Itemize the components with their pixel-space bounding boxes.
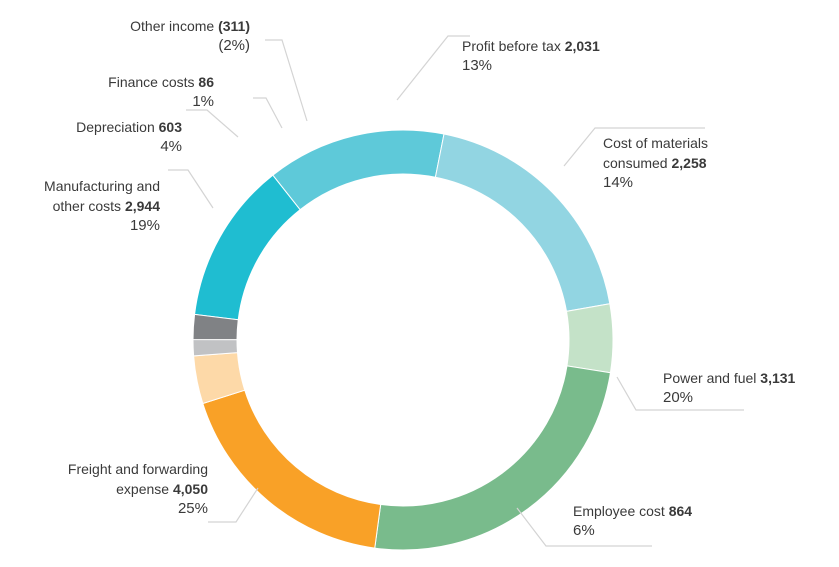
label-employee-value: 864 (668, 503, 693, 519)
label-power-name: Power and fuel (663, 370, 757, 386)
slice-manufacturing-and-other-costs (202, 389, 382, 549)
label-other-income-percent: (2%) (218, 37, 250, 54)
leader-line-cost-of-materials (563, 127, 705, 167)
leader-lines (168, 35, 744, 547)
label-freight-line1: Freight and forwarding (67, 461, 208, 477)
label-finance-costs-percent: 1% (192, 93, 214, 110)
leader-line-manufacturing (168, 169, 214, 209)
label-profit-before-tax: Profit before tax 2,031 13% (462, 36, 600, 76)
label-depreciation: Depreciation 603 4% (40, 117, 182, 157)
slice-cost-of-materials-consumed (272, 129, 445, 211)
label-employee-name: Employee cost (573, 503, 665, 519)
label-cost-of-materials: Cost of materials consumed 2,258 14% (603, 133, 708, 193)
label-freight-value: 4,050 (172, 481, 208, 497)
slice-profit-before-tax (194, 174, 301, 321)
donut-slices (192, 129, 614, 551)
label-manufacturing-line2: other costs (52, 198, 122, 214)
label-profit-name: Profit before tax (462, 38, 561, 54)
label-other-income-name: Other income (130, 18, 215, 34)
slice-employee-cost (565, 303, 614, 374)
leader-line-power-and-fuel (616, 376, 744, 411)
label-depreciation-name: Depreciation (76, 119, 155, 135)
label-manufacturing: Manufacturing and other costs 2,944 19% (10, 176, 160, 236)
label-depreciation-value: 603 (158, 119, 182, 135)
label-materials-line2: consumed (603, 155, 668, 171)
label-employee-percent: 6% (573, 522, 595, 539)
label-manufacturing-percent: 19% (129, 217, 160, 234)
label-freight-line2: expense (116, 481, 170, 497)
slice-finance-costs (192, 339, 239, 357)
leader-line-depreciation (186, 109, 239, 138)
label-materials-percent: 14% (603, 174, 634, 191)
label-manufacturing-line1: Manufacturing and (44, 178, 160, 194)
label-materials-line1: Cost of materials (603, 135, 709, 151)
label-profit-percent: 13% (462, 57, 493, 74)
label-freight-percent: 25% (177, 500, 208, 517)
slice-power-and-fuel (434, 133, 611, 312)
leader-line-other-income (265, 39, 308, 122)
label-freight: Freight and forwarding expense 4,050 25% (20, 459, 208, 519)
label-materials-value: 2,258 (671, 155, 707, 171)
label-finance-costs: Finance costs 86 1% (80, 72, 214, 112)
label-employee-cost: Employee cost 864 6% (573, 501, 692, 541)
label-profit-value: 2,031 (564, 38, 600, 54)
label-power-and-fuel: Power and fuel 3,131 20% (663, 368, 795, 408)
label-manufacturing-value: 2,944 (124, 198, 160, 214)
label-other-income: Other income (311) (2%) (98, 16, 250, 56)
leader-line-freight (208, 487, 259, 523)
leader-line-profit-before-tax (396, 35, 470, 101)
label-power-value: 3,131 (760, 370, 796, 386)
leader-line-finance-costs (253, 97, 283, 129)
label-finance-costs-name: Finance costs (108, 74, 195, 90)
leader-line-employee-cost (516, 507, 652, 547)
label-finance-costs-value: 86 (198, 74, 214, 90)
slice-other-income (192, 313, 239, 341)
label-other-income-value: (311) (218, 18, 250, 34)
label-power-percent: 20% (663, 389, 694, 406)
label-depreciation-percent: 4% (160, 138, 182, 155)
